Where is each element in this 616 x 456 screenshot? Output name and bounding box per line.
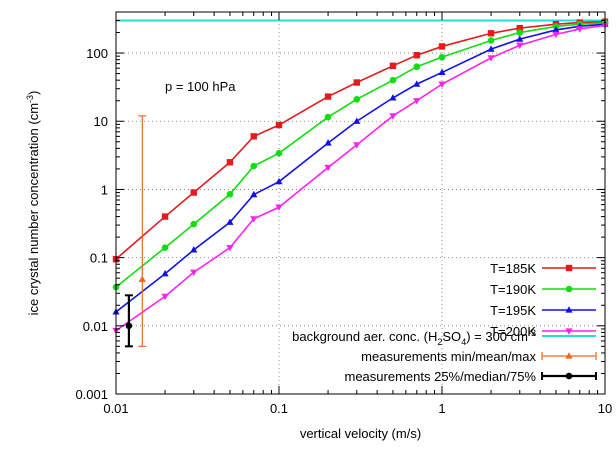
legend-marker-t-185k <box>565 264 573 272</box>
data-point-t-195k <box>226 218 234 225</box>
data-point-t-195k <box>487 45 495 52</box>
y-axis-label: ice crystal number concentration (cm-3) <box>25 91 41 316</box>
data-point-t-190k <box>438 53 446 61</box>
legend-label-t-195k: T=195K <box>490 303 536 318</box>
x-tick-label: 1 <box>438 401 445 416</box>
data-point-t-195k <box>516 35 524 42</box>
legend: background aer. conc. (H2SO4) = 300 cm-3… <box>292 261 597 384</box>
legend-marker-t-190k <box>565 285 573 293</box>
data-point-t-190k <box>389 76 397 84</box>
legend-marker-t-195k <box>565 306 573 313</box>
y-tick-label: 0.1 <box>90 251 108 266</box>
data-point-t-190k <box>516 29 524 36</box>
legend-label-measurements-range: measurements min/mean/max <box>361 349 536 364</box>
legend-label-t-185k: T=185K <box>490 261 536 276</box>
data-point-t-195k <box>275 177 283 185</box>
data-point-t-185k <box>516 24 523 32</box>
legend-label-t-200k: T=200K <box>490 324 536 339</box>
y-tick-label: 0.001 <box>75 387 108 402</box>
data-point-t-200k <box>516 42 524 50</box>
x-tick-label: 0.1 <box>270 401 288 416</box>
y-tick-label: 10 <box>94 114 108 129</box>
data-point-t-185k <box>487 30 495 37</box>
data-point-t-185k <box>190 189 197 196</box>
grid-layer <box>116 12 605 394</box>
data-point-t-185k <box>250 133 257 140</box>
legend-label-measurements-quartiles: measurements 25%/median/75% <box>345 369 537 384</box>
data-point-t-185k <box>438 43 446 50</box>
data-point-t-200k <box>413 98 421 105</box>
data-point-t-200k <box>190 269 198 277</box>
data-point-t-195k <box>413 80 421 87</box>
series-line-t-200k <box>115 24 606 332</box>
data-point-t-195k <box>438 68 446 76</box>
data-point-t-185k <box>324 93 332 100</box>
series-layer <box>112 18 609 348</box>
measurement-median-point <box>125 322 133 330</box>
data-point-t-190k <box>190 220 198 228</box>
data-point-t-190k <box>275 149 283 157</box>
data-point-t-190k <box>250 162 258 170</box>
y-tick-label: 1 <box>101 182 108 197</box>
data-point-t-200k <box>438 81 446 88</box>
legend-label-t-190k: T=190K <box>490 282 536 297</box>
data-point-t-200k <box>161 293 169 301</box>
legend-marker-t-200k <box>565 328 573 335</box>
data-point-t-200k <box>552 31 560 39</box>
data-point-t-195k <box>190 246 198 253</box>
data-point-t-195k <box>353 117 361 124</box>
x-tick-label: 10 <box>598 401 612 416</box>
legend-marker-measurements-range <box>565 352 573 359</box>
data-point-t-185k <box>161 213 169 220</box>
data-point-t-195k <box>389 94 397 101</box>
data-point-t-190k <box>324 113 332 121</box>
data-point-t-195k <box>552 26 560 33</box>
data-point-t-200k <box>576 26 584 33</box>
data-point-t-200k <box>226 245 234 252</box>
data-point-t-200k <box>353 142 361 149</box>
data-point-t-200k <box>487 55 495 62</box>
data-point-t-185k <box>413 52 420 59</box>
pressure-annotation: p = 100 hPa <box>165 79 236 94</box>
data-point-t-200k <box>250 216 258 223</box>
data-point-t-185k <box>389 62 397 70</box>
series-line-t-190k <box>115 21 606 288</box>
x-tick-label: 0.01 <box>103 401 128 416</box>
legend-marker-measurements-quartiles <box>565 372 573 380</box>
data-point-t-195k <box>324 139 332 146</box>
plot-frame <box>115 11 606 395</box>
data-point-t-200k <box>275 204 283 211</box>
data-point-t-185k <box>275 121 283 129</box>
measurement-mean-point <box>138 275 146 282</box>
data-point-t-185k <box>226 159 234 166</box>
data-point-t-185k <box>353 79 360 86</box>
data-point-t-200k <box>324 164 332 172</box>
y-tick-label: 100 <box>86 46 108 61</box>
y-tick-label: 0.01 <box>83 319 108 334</box>
data-point-t-195k <box>161 269 169 277</box>
data-point-t-200k <box>389 113 397 120</box>
series-line-t-185k <box>115 20 606 260</box>
data-point-t-190k <box>353 95 361 103</box>
series-line-t-195k <box>115 23 606 313</box>
data-point-t-190k <box>226 190 234 198</box>
x-axis-label: vertical velocity (m/s) <box>300 426 421 441</box>
legend-label-background: background aer. conc. (H2SO4) = 300 cm-3 <box>292 328 536 347</box>
data-point-t-190k <box>413 63 421 71</box>
data-point-t-195k <box>250 190 258 198</box>
data-point-t-190k <box>487 37 495 44</box>
data-point-t-190k <box>161 244 169 251</box>
